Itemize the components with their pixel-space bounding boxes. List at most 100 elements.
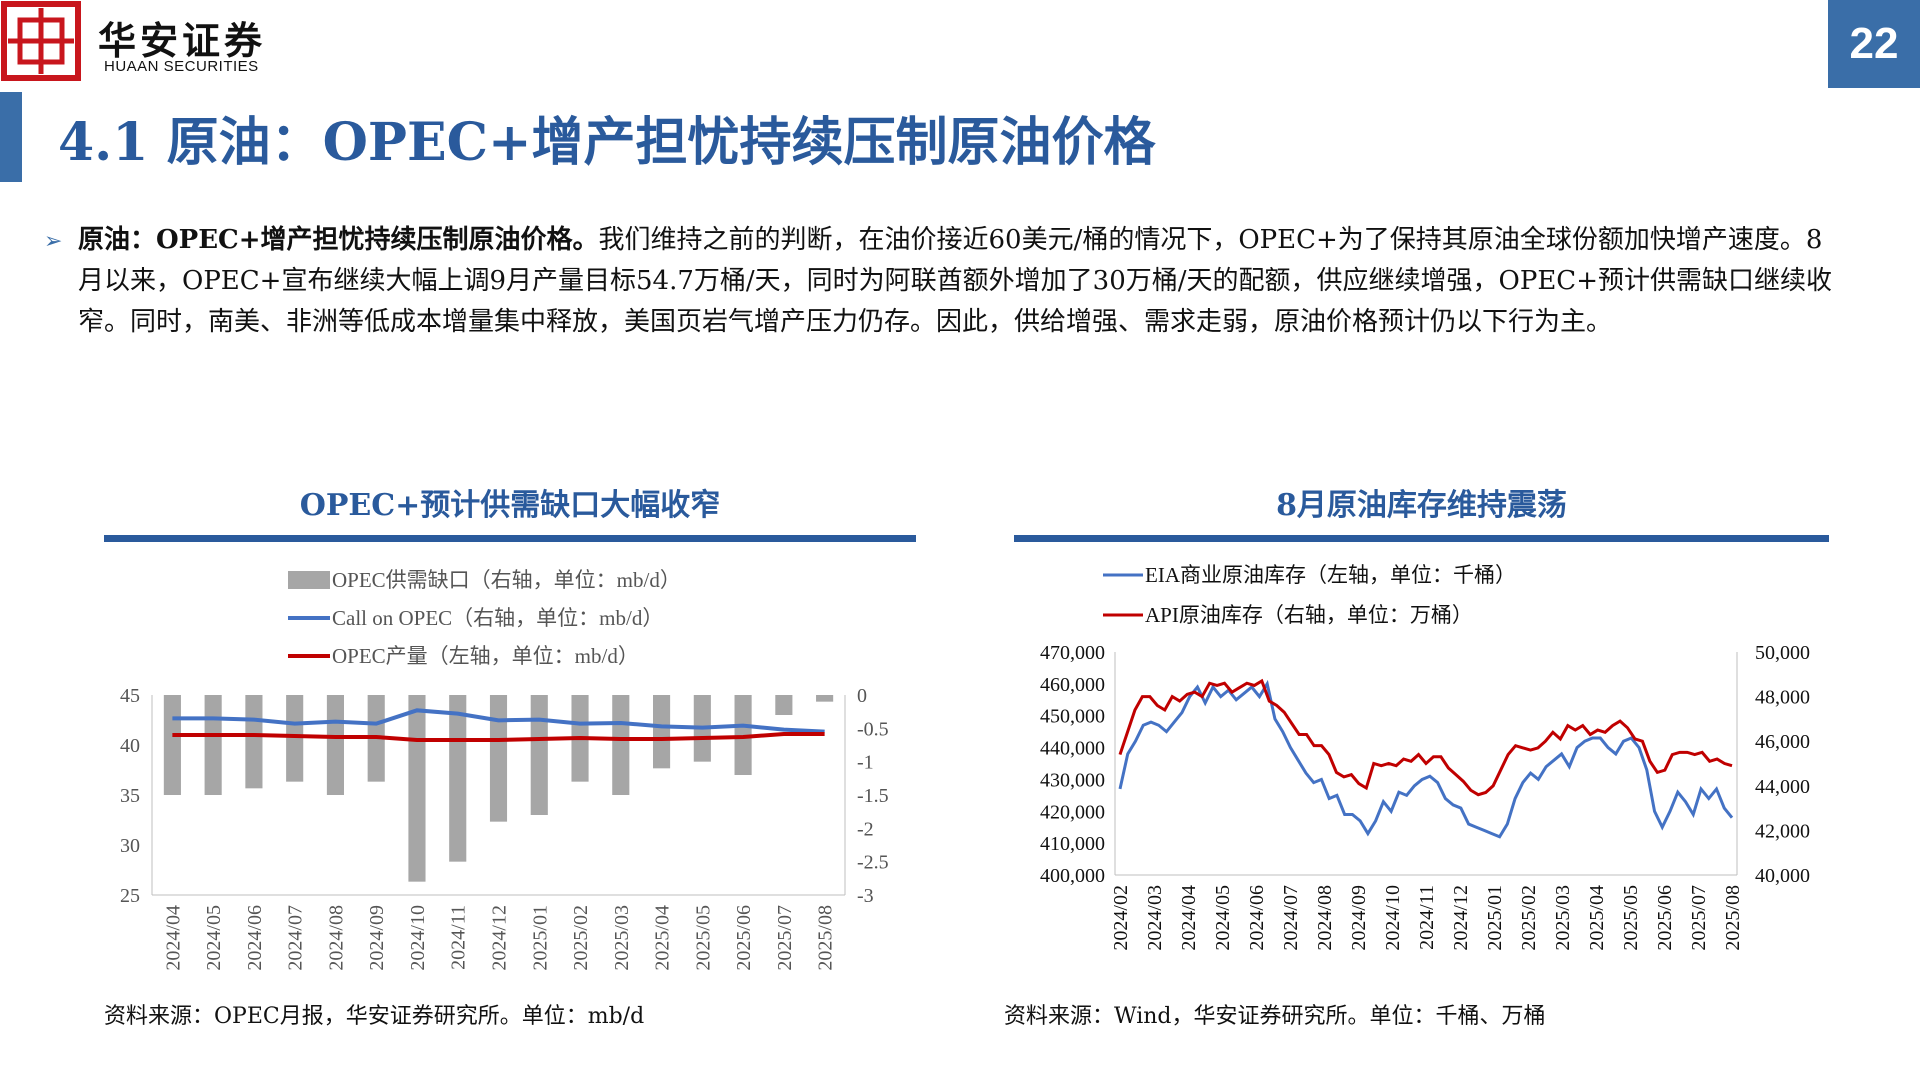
- bullet-paragraph: ➢ 原油：OPEC+增产担忧持续压制原油价格。我们维持之前的判断，在油价接近60…: [44, 220, 1834, 343]
- x-tick-label: 2025/05: [1620, 885, 1642, 951]
- bullet-body: 我们维持之前的判断，在油价接近60美元/桶的情况下，OPEC+为了保持其原油全球…: [78, 225, 1832, 337]
- left-chart: OPEC供需缺口（右轴，单位：mb/d） Call on OPEC（右轴，单位：m…: [120, 568, 889, 971]
- gap-bar: [652, 695, 671, 769]
- legend-label-0: OPEC供需缺口（右轴，单位：mb/d）: [332, 568, 681, 592]
- bullet-text: 原油：OPEC+增产担忧持续压制原油价格。我们维持之前的判断，在油价接近60美元…: [78, 220, 1834, 343]
- left-y-tick-label: 420,000: [1040, 801, 1105, 823]
- x-tick-label: 2025/03: [611, 905, 633, 971]
- legend-label-eia: EIA商业原油库存（左轴，单位：千桶）: [1145, 563, 1516, 587]
- x-tick-label: 2025/03: [1552, 885, 1574, 951]
- left-y-tick-label: 25: [120, 885, 140, 907]
- x-tick-label: 2025/02: [1518, 885, 1540, 951]
- x-tick-label: 2024/12: [1450, 885, 1472, 951]
- right-y-tick-label: -2: [857, 818, 874, 840]
- x-tick-label: 2025/01: [1484, 885, 1506, 951]
- left-chart-rule: [104, 535, 916, 542]
- right-y-tick-label: 46,000: [1755, 731, 1810, 753]
- right-y-tick-label: -1: [857, 752, 874, 774]
- call-on-opec-line: [172, 708, 825, 734]
- right-chart-source: 资料来源：Wind，华安证券研究所。单位：千桶、万桶: [1004, 1004, 1546, 1029]
- gap-bar: [449, 695, 467, 862]
- left-y-tick-label: 460,000: [1040, 674, 1105, 696]
- left-y-tick-label: 440,000: [1040, 738, 1105, 760]
- gap-bar: [286, 695, 304, 782]
- left-y-tick-label: 470,000: [1040, 642, 1105, 664]
- x-tick-label: 2024/06: [244, 905, 266, 971]
- gap-bar: [408, 695, 426, 882]
- right-y-tick-label: -1.5: [857, 785, 889, 807]
- x-tick-label: 2024/11: [1416, 885, 1438, 950]
- x-tick-label: 2024/03: [1144, 885, 1166, 951]
- left-y-tick-label: 40: [120, 735, 140, 757]
- x-tick-label: 2025/07: [774, 905, 796, 971]
- legend-swatch-gap: [288, 571, 330, 589]
- title-accent-bar: [0, 92, 22, 182]
- x-tick-label: 2025/04: [1586, 885, 1608, 951]
- left-y-tick-label: 410,000: [1040, 833, 1105, 855]
- right-y-tick-label: 42,000: [1755, 820, 1810, 842]
- company-logo: [0, 0, 82, 82]
- x-tick-label: 2025/08: [1722, 885, 1744, 951]
- x-tick-label: 2025/01: [529, 905, 551, 971]
- eia-inventory-line: [1118, 679, 1734, 839]
- gap-bar: [816, 695, 834, 702]
- left-y-tick-label: 30: [120, 835, 140, 857]
- x-tick-label: 2024/07: [1280, 885, 1302, 951]
- brand-name-en: HUAAN SECURITIES: [104, 58, 259, 75]
- gap-bar: [612, 695, 630, 795]
- x-tick-label: 2024/04: [162, 905, 184, 971]
- x-tick-label: 2025/02: [570, 905, 592, 971]
- left-y-tick-label: 45: [120, 685, 140, 707]
- page-title: 4.1 原油：OPEC+增产担忧持续压制原油价格: [58, 112, 1156, 173]
- x-tick-label: 2024/04: [1178, 885, 1200, 951]
- gap-bar: [489, 695, 508, 822]
- right-y-tick-label: 48,000: [1755, 687, 1810, 709]
- right-y-tick-label: 50,000: [1755, 642, 1810, 664]
- x-tick-label: 2025/06: [733, 905, 755, 971]
- x-tick-label: 2024/05: [1212, 885, 1234, 951]
- right-y-tick-label: -0.5: [857, 718, 889, 740]
- left-chart-source: 资料来源：OPEC月报，华安证券研究所。单位：mb/d: [104, 1004, 645, 1029]
- right-chart-rule: [1014, 535, 1829, 542]
- legend-label-api: API原油库存（右轴，单位：万桶）: [1145, 603, 1473, 627]
- x-tick-label: 2024/06: [1246, 885, 1268, 951]
- opec-production-line: [172, 732, 825, 742]
- x-tick-label: 2024/11: [448, 905, 470, 970]
- right-chart: EIA商业原油库存（左轴，单位：千桶） API原油库存（右轴，单位：万桶） 470,…: [1040, 563, 1810, 951]
- x-tick-label: 2024/08: [1314, 885, 1336, 951]
- arrow-bullet-icon: ➢: [44, 228, 63, 253]
- right-y-tick-label: -3: [857, 885, 874, 907]
- x-tick-label: 2025/06: [1654, 885, 1676, 951]
- gap-bar: [245, 695, 263, 789]
- gap-bar: [775, 695, 793, 715]
- left-y-tick-label: 450,000: [1040, 706, 1105, 728]
- x-tick-label: 2024/09: [366, 905, 388, 971]
- bullet-lead: 原油：OPEC+增产担忧持续压制原油价格。: [78, 225, 599, 255]
- right-y-tick-label: 0: [857, 685, 867, 707]
- left-y-tick-label: 430,000: [1040, 769, 1105, 791]
- x-tick-label: 2024/09: [1348, 885, 1370, 951]
- right-y-tick-label: 44,000: [1755, 776, 1810, 798]
- left-y-tick-label: 35: [120, 785, 140, 807]
- page-number: 22: [1828, 0, 1920, 88]
- x-tick-label: 2025/08: [815, 905, 837, 971]
- legend-label-1: Call on OPEC（右轴，单位：mb/d）: [332, 606, 663, 630]
- x-tick-label: 2024/08: [325, 905, 347, 971]
- x-tick-label: 2024/12: [489, 905, 511, 971]
- x-tick-label: 2024/10: [407, 905, 429, 971]
- x-tick-label: 2024/07: [285, 905, 307, 971]
- right-chart-title: 8月原油库存维持震荡: [1276, 488, 1567, 523]
- left-chart-title: OPEC+预计供需缺口大幅收窄: [299, 488, 721, 523]
- x-tick-label: 2024/10: [1382, 885, 1404, 951]
- x-tick-label: 2025/07: [1688, 885, 1710, 951]
- brand-name-cn: 华安证券: [98, 18, 267, 63]
- api-inventory-line: [1118, 678, 1733, 797]
- x-tick-label: 2025/04: [652, 905, 674, 971]
- gap-bar: [204, 695, 222, 795]
- right-y-tick-label: 40,000: [1755, 865, 1810, 887]
- gap-bar: [530, 695, 548, 815]
- x-tick-label: 2024/02: [1110, 885, 1132, 951]
- left-y-tick-label: 400,000: [1040, 865, 1105, 887]
- x-tick-label: 2025/05: [692, 905, 714, 971]
- right-y-tick-label: -2.5: [857, 852, 889, 874]
